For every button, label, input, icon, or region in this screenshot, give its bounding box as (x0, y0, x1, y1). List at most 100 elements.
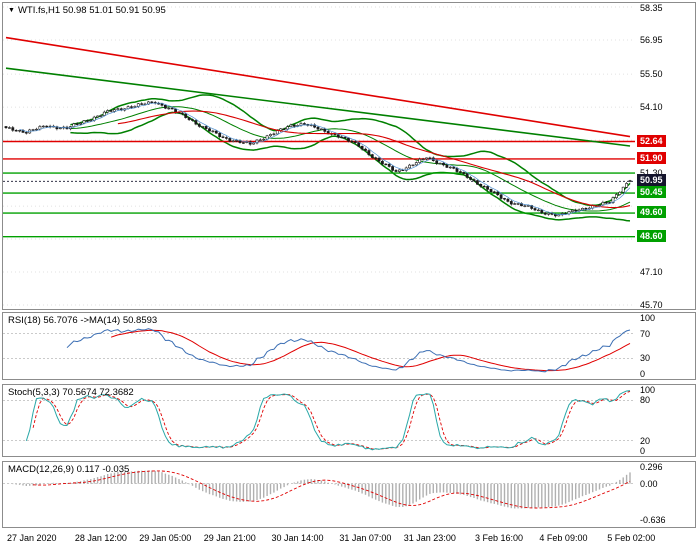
candle-body (8, 127, 11, 129)
candle-body (370, 154, 374, 158)
price-tick: 47.10 (640, 267, 663, 278)
candle-body (533, 208, 537, 211)
candle-body (184, 113, 188, 118)
descending-channel-trendline[interactable] (5, 67, 631, 147)
candle-body (164, 105, 167, 109)
candle-body (367, 150, 371, 155)
descending-resistance-trendline[interactable] (5, 36, 631, 138)
candle-body (584, 208, 588, 210)
candle-body (509, 201, 513, 205)
macd-indicator-panel: MACD(12,26,9) 0.117 -0.035 0.296 0.00 -0.6… (2, 461, 696, 528)
candle-body (581, 208, 584, 211)
price-tick: 55.50 (640, 69, 663, 80)
price-level-label-48.60: 48.60 (637, 229, 666, 242)
candle-body (452, 166, 456, 169)
bollinger-layer (70, 94, 631, 222)
candle-body (621, 186, 625, 193)
candle-body (102, 111, 106, 116)
price-chart-panel: ▼ WTI.fs,H1 50.98 51.01 50.91 50.95 58.35… (2, 2, 696, 310)
candle-body (255, 139, 259, 144)
price-tick: 45.70 (640, 300, 663, 310)
candle-body (475, 180, 479, 185)
bollinger-upper-band (70, 94, 631, 206)
candle-body (286, 126, 289, 130)
candle-body (109, 110, 113, 112)
rsi-canvas[interactable] (3, 313, 635, 379)
candle-body (265, 135, 269, 140)
candle-body (272, 133, 276, 135)
candle-body (496, 191, 500, 196)
candle-body (360, 146, 364, 150)
symbol-ohlc-line: ▼ WTI.fs,H1 50.98 51.01 50.91 50.95 (8, 5, 166, 16)
macd-canvas[interactable] (3, 462, 635, 527)
candle-body (150, 101, 154, 104)
candle-body (570, 209, 574, 212)
candle-body (479, 184, 483, 187)
candle-body (350, 140, 354, 143)
candle-body (469, 177, 473, 180)
rsi-tick: 100 (640, 313, 656, 323)
candle-body (557, 214, 561, 217)
candle-body (347, 137, 350, 142)
candle-body (319, 128, 323, 131)
candle-body (113, 109, 116, 112)
candle-body (136, 103, 140, 107)
price-tick: 56.95 (640, 34, 663, 45)
fast-ma-line (19, 102, 631, 215)
candle-body (472, 179, 476, 181)
candle-body (540, 209, 544, 214)
candle-body (465, 173, 469, 178)
price-tick: 51.30 (640, 168, 663, 179)
candle-body (411, 164, 415, 166)
candle-body (86, 120, 89, 122)
symbol-ohlc-text: WTI.fs,H1 50.98 51.01 50.91 50.95 (17, 5, 166, 16)
rsi-tick: 0 (640, 369, 646, 379)
candle-body (289, 124, 293, 127)
candle-body (316, 126, 320, 130)
candle-body (235, 140, 239, 142)
candle-body (11, 127, 15, 131)
candle-body (35, 128, 38, 131)
candle-body (418, 158, 422, 163)
candle-body (248, 141, 252, 145)
macd-tick: 0.00 (640, 478, 658, 489)
candle-body (214, 130, 218, 134)
candle-body (380, 160, 384, 165)
candle-body (208, 128, 211, 132)
candle-body (204, 126, 208, 130)
time-axis: 27 Jan 2020 28 Jan 12:00 29 Jan 05:00 29 Ja… (2, 530, 698, 558)
bollinger-lower-band (70, 111, 631, 222)
panel-splitter-rsi-stoch[interactable] (0, 380, 700, 384)
candle-body (275, 130, 279, 135)
slow-ma-line (117, 110, 631, 209)
candle-body (269, 134, 272, 137)
rsi-tick: 70 (640, 328, 651, 339)
moving-averages-layer (19, 102, 631, 215)
price-level-label-49.60: 49.60 (637, 206, 666, 219)
candle-body (343, 136, 347, 139)
price-chart-canvas[interactable] (3, 3, 635, 309)
price-level-label-50.45: 50.45 (637, 186, 666, 199)
candle-body (157, 103, 161, 105)
candle-body (408, 164, 412, 169)
candle-body (180, 112, 184, 115)
candle-body (31, 129, 35, 131)
candle-body (618, 192, 622, 195)
candle-body (492, 191, 496, 193)
candle-body (323, 128, 327, 132)
stoch-tick: 0 (640, 446, 646, 456)
candle-body (574, 209, 578, 212)
macd-label: MACD(12,26,9) 0.117 -0.035 (8, 464, 130, 475)
panel-splitter-stoch-macd[interactable] (0, 457, 700, 461)
candle-body (96, 115, 100, 118)
candle-body (174, 108, 178, 113)
stochastic-canvas[interactable] (3, 385, 635, 456)
panel-splitter-main-rsi[interactable] (0, 308, 700, 312)
candle-body (543, 212, 547, 215)
candle-body (614, 194, 618, 199)
candle-body (428, 157, 432, 159)
candle-body (482, 186, 486, 188)
candle-body (170, 107, 174, 110)
stoch-k-line (25, 390, 631, 451)
candle-body (258, 139, 262, 141)
